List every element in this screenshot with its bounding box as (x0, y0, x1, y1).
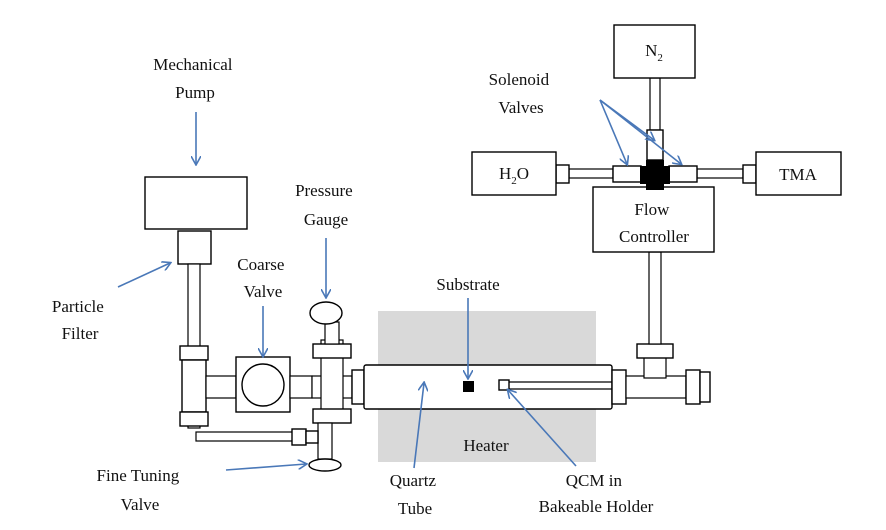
n2-solenoid (646, 129, 664, 161)
h2o-fitting (555, 164, 570, 184)
quartz-tube (363, 364, 613, 410)
solenoid-valves-label: Solenoid Valves (489, 70, 554, 117)
tma-solenoid (668, 165, 698, 183)
mechanical-pump-box (144, 176, 248, 230)
fine-valve-line (195, 431, 297, 442)
right-end-cap-2 (699, 371, 711, 403)
cross-top-flange (312, 343, 352, 359)
pressure-gauge-neck (324, 321, 340, 345)
n2-label: N2 (645, 41, 663, 64)
fine-valve-stem (317, 422, 333, 460)
flow-controller-box (592, 186, 715, 253)
right-end-cap (685, 369, 701, 405)
h2o-label: H2O (499, 164, 529, 187)
arrow-fine-valve (225, 464, 306, 471)
particle-filter-box (177, 230, 212, 265)
tma-line (696, 168, 744, 179)
pump-line-fitting-bottom (179, 411, 209, 427)
qcm-holder (498, 379, 510, 391)
mechanical-pump-label: Mechanical Pump (153, 55, 237, 102)
right-tee-top-flange (636, 343, 674, 359)
arrow-solenoid-h2o (599, 99, 627, 164)
tma-fitting (742, 164, 757, 184)
fine-tuning-valve-label: Fine Tuning Valve (97, 466, 184, 514)
solenoid-cross (640, 160, 670, 190)
right-tee-flange (611, 369, 627, 405)
arrow-solenoid-tma (599, 99, 681, 164)
flow-controller-label: Flow Controller (619, 200, 689, 246)
pressure-gauge-label: Pressure Gauge (295, 181, 357, 229)
cross-bottom-flange (312, 408, 352, 424)
substrate-label: Substrate (436, 275, 499, 294)
fine-valve-fitting-2 (305, 430, 319, 444)
cross-right-flange (351, 369, 365, 405)
n2-box (613, 24, 696, 79)
pump-line-fitting-top (179, 345, 209, 361)
tma-box (755, 151, 842, 196)
quartz-tube-label: Quartz Tube (390, 471, 441, 518)
line-valve-to-cross (289, 375, 313, 399)
n2-line (649, 77, 661, 131)
coarse-valve-wheel (241, 363, 285, 407)
line-pump-to-valve (205, 375, 237, 399)
substrate (463, 381, 474, 392)
fine-valve-fitting (291, 428, 307, 446)
arrow-filter (117, 263, 170, 288)
h2o-line (568, 168, 614, 179)
particle-filter-label: Particle Filter (52, 297, 108, 343)
pressure-gauge (309, 301, 343, 325)
h2o-solenoid (612, 165, 642, 183)
right-tee-body (625, 375, 687, 399)
pump-line-fitting-mid (181, 359, 207, 413)
fine-tuning-valve-knob (308, 458, 342, 472)
heater-label: Heater (463, 436, 509, 455)
coarse-valve-label: Coarse Valve (237, 255, 288, 301)
arrow-quartz (413, 383, 424, 469)
h2o-box (471, 151, 557, 196)
line-fc-to-tee (648, 251, 662, 345)
arrow-qcm (508, 390, 577, 467)
qcm-label: QCM in Bakeable Holder (539, 471, 654, 516)
tma-label: TMA (779, 165, 818, 184)
